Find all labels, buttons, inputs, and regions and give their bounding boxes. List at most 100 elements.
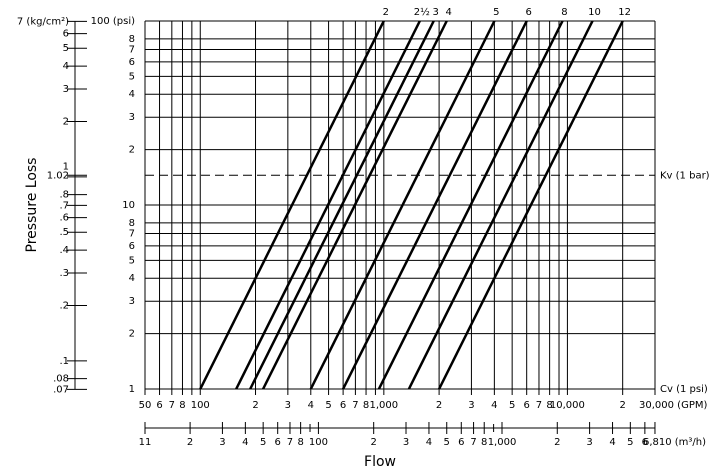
- x-tick-label: 4: [308, 400, 314, 411]
- y-tick-label: 7: [129, 45, 135, 56]
- x2-tick-label: 8: [481, 437, 487, 448]
- y-tick-label: 3: [129, 296, 135, 307]
- x-axis-title: Flow: [364, 454, 396, 470]
- y-axis-title: Pressure Loss: [24, 158, 40, 253]
- x2-tick-label: 1,000: [488, 437, 517, 448]
- y2-tick-label: .08: [53, 374, 69, 385]
- x-tick-label: 30,000 (GPM): [639, 400, 707, 411]
- y-tick-label: 4: [129, 89, 135, 100]
- x-tick-label: 1,000: [370, 400, 399, 411]
- size-line: [437, 20, 624, 390]
- y-tick-label: 6: [129, 57, 135, 68]
- x-tick-label: 5: [509, 400, 515, 411]
- y-tick-label: 4: [129, 273, 135, 284]
- size-label: 4: [446, 7, 452, 18]
- y-tick-label: 1: [129, 384, 135, 395]
- x-tick-label: 6: [523, 400, 529, 411]
- size-label: 8: [561, 7, 567, 18]
- size-line: [249, 20, 435, 390]
- x-tick-label: 7: [536, 400, 542, 411]
- y-tick-label: 8: [129, 34, 135, 45]
- y2-tick-label: .07: [53, 384, 69, 395]
- y2-tick-label: .3: [59, 268, 69, 279]
- x2-tick-label: 6: [275, 437, 281, 448]
- x2-tick-label: 6: [458, 437, 464, 448]
- y-tick-label: 6: [129, 241, 135, 252]
- size-label: 6: [525, 7, 531, 18]
- y-tick-label: 5: [129, 255, 135, 266]
- y2-tick-label: 2: [63, 116, 69, 127]
- x2-tick-label: 4: [242, 437, 248, 448]
- x-tick-label: 7: [352, 400, 358, 411]
- x-tick-label: 10,000: [550, 400, 585, 411]
- size-line: [261, 20, 448, 390]
- y2-tick-label: .2: [59, 300, 69, 311]
- x-tick-label: 8: [546, 400, 552, 411]
- x2-tick-label: 5: [444, 437, 450, 448]
- x2-tick-label: 3: [219, 437, 225, 448]
- x2-tick-label: 11: [139, 437, 152, 448]
- size-line: [235, 20, 421, 390]
- y2-tick-label: .7: [59, 200, 69, 211]
- size-label: 12: [618, 7, 631, 18]
- y2-tick-label: 6: [63, 29, 69, 40]
- size-label: 10: [588, 7, 601, 18]
- x2-tick-label: 2: [554, 437, 560, 448]
- x2-tick-label: 4: [426, 437, 432, 448]
- x2-tick-label: 8: [297, 437, 303, 448]
- y-tick-label: 8: [129, 218, 135, 229]
- x2-tick-label: 2: [187, 437, 193, 448]
- x2-tick-label: 6,810 (m³/h): [643, 437, 706, 448]
- kv-label: Kv (1 bar): [660, 170, 710, 181]
- x-tick-label: 6: [340, 400, 346, 411]
- size-line: [407, 20, 594, 390]
- size-label: 2½: [414, 6, 430, 18]
- y2-tick-label: 4: [63, 61, 69, 72]
- y-tick-label: 10: [122, 200, 135, 211]
- y2-tick-label: 3: [63, 84, 69, 95]
- x-tick-label: 3: [468, 400, 474, 411]
- x-tick-label: 8: [179, 400, 185, 411]
- y-tick-label: 3: [129, 112, 135, 123]
- y2-tick-label: .1: [59, 356, 69, 367]
- y2-tick-label: .5: [59, 227, 69, 238]
- x-tick-label: 4: [491, 400, 497, 411]
- x-tick-label: 6: [156, 400, 162, 411]
- x2-tick-label: 6: [642, 437, 648, 448]
- y2-tick-label: 5: [63, 43, 69, 54]
- x-tick-label: 2: [619, 400, 625, 411]
- y-tick-label: 5: [129, 71, 135, 82]
- y-tick-label: 100 (psi): [91, 16, 136, 27]
- x2-tick-label: 5: [260, 437, 266, 448]
- y2-tick-label: .8: [59, 190, 69, 201]
- x-tick-label: 2: [252, 400, 258, 411]
- y-tick-label: 2: [129, 329, 135, 340]
- y-tick-label: 2: [129, 145, 135, 156]
- size-line: [341, 20, 528, 390]
- x2-tick-label: 7: [287, 437, 293, 448]
- x2-tick-label: 3: [403, 437, 409, 448]
- y2-tick-label: .6: [59, 213, 69, 224]
- x2-tick-label: 4: [609, 437, 615, 448]
- cv-label: Cv (1 psi): [660, 384, 708, 395]
- x2-tick-label: 5: [627, 437, 633, 448]
- size-line: [377, 20, 564, 390]
- x2-tick-label: 2: [370, 437, 376, 448]
- size-line: [309, 20, 496, 390]
- x-tick-label: 5: [325, 400, 331, 411]
- x-tick-label: 50: [139, 400, 152, 411]
- x2-tick-label: 7: [470, 437, 476, 448]
- y2-tick-label: 7 (kg/cm²): [17, 16, 69, 27]
- x-tick-label: 100: [191, 400, 210, 411]
- x-tick-label: 8: [363, 400, 369, 411]
- y2-tick-label: 1.02: [47, 170, 69, 181]
- y-tick-label: 7: [129, 229, 135, 240]
- size-label: 5: [493, 7, 499, 18]
- x-tick-label: 2: [436, 400, 442, 411]
- y2-tick-label: .4: [59, 245, 69, 256]
- size-line: [199, 20, 385, 390]
- x2-tick-label: 3: [586, 437, 592, 448]
- size-label: 3: [433, 7, 439, 18]
